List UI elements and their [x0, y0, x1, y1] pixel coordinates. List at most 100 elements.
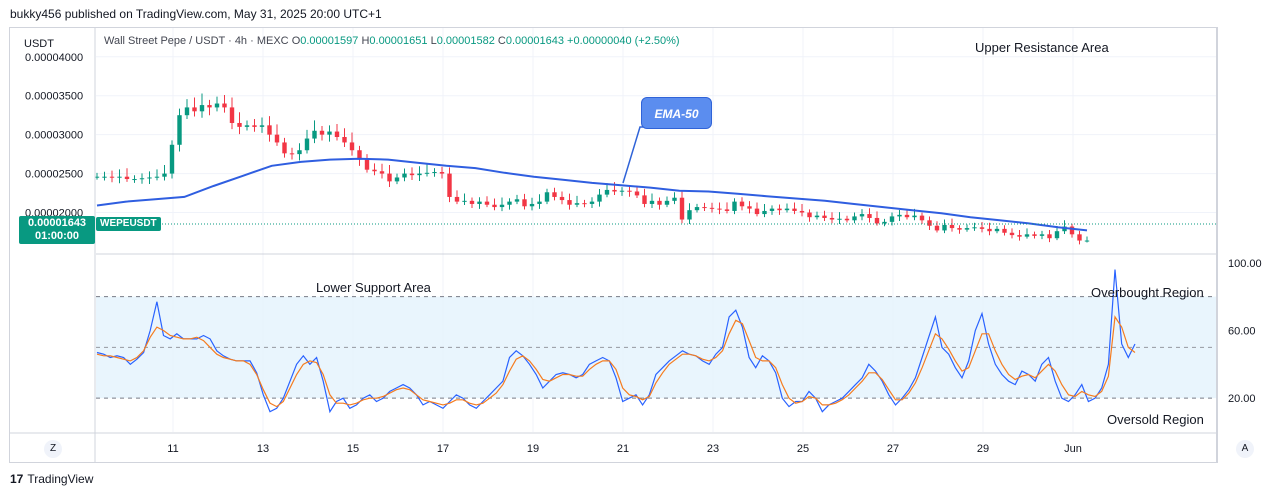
candle-body [102, 176, 107, 178]
candle-body [507, 201, 512, 205]
overbought-label: Overbought Region [1091, 285, 1204, 300]
candle-body [702, 207, 707, 209]
candle-body [739, 201, 745, 207]
candle-body [327, 131, 332, 135]
candle-body [124, 176, 130, 180]
candle-body [372, 169, 377, 172]
time-tick-label: 13 [257, 443, 269, 455]
candle-body [852, 216, 857, 221]
candle-body [514, 199, 520, 202]
candle-body [522, 199, 527, 207]
candle-body [192, 107, 197, 112]
candle-body [244, 125, 250, 127]
chart-frame [9, 27, 1217, 463]
legend-open-label: O [291, 35, 301, 47]
candle-body [529, 203, 535, 207]
candle-body [634, 191, 640, 196]
candle-body [274, 134, 280, 143]
candle-body [334, 131, 340, 137]
legend-open-value: 0.00001597 [300, 35, 359, 47]
candle-body [484, 201, 490, 205]
candle-body [289, 153, 295, 155]
candle-body [919, 215, 925, 221]
candle-body [544, 192, 550, 202]
candle-body [207, 105, 212, 108]
time-tick-label: 23 [707, 443, 719, 455]
candle-body [567, 200, 572, 205]
candlestick-series [94, 93, 1090, 245]
candle-body [184, 107, 190, 116]
price-axis-divider [1217, 27, 1218, 463]
ema-50-callout: EMA-50 [641, 97, 712, 129]
candle-body [1039, 234, 1045, 236]
candle-body [897, 214, 902, 217]
candle-body [304, 138, 310, 151]
candle-body [552, 192, 557, 197]
stoch-axis-ticks: 100.00 60.00 20.00 [1228, 258, 1262, 405]
candle-body [604, 189, 610, 195]
candle-body [379, 171, 385, 174]
candle-body [1084, 240, 1090, 242]
candle-body [439, 172, 445, 174]
candle-body [747, 206, 752, 209]
candle-body [319, 130, 325, 135]
candle-body [724, 209, 730, 211]
candle-body [229, 107, 235, 123]
auto-scale-button[interactable]: A [1236, 440, 1254, 458]
candle-body [492, 204, 497, 208]
lower-support-label: Lower Support Area [316, 280, 431, 295]
candle-body [582, 203, 587, 205]
stochastic-rsi-lines [96, 269, 1136, 414]
zoom-left-button[interactable]: Z [44, 440, 62, 458]
candle-body [642, 195, 647, 204]
candle-body [237, 122, 242, 127]
candle-body [994, 228, 1000, 232]
candle-body [162, 173, 167, 177]
candle-body [574, 203, 580, 205]
candle-body [627, 190, 632, 192]
candle-body [912, 215, 917, 218]
brand-name: TradingView [27, 472, 94, 486]
candle-body [169, 144, 175, 174]
time-tick-label: 15 [347, 443, 359, 455]
candle-body [537, 201, 542, 204]
candle-body [867, 214, 872, 218]
candle-body [822, 215, 827, 218]
candle-body [972, 227, 977, 229]
candle-body [409, 173, 415, 176]
candle-body [589, 201, 595, 204]
candle-body [1077, 234, 1082, 241]
legend-close-value: 0.00001643 [505, 35, 564, 47]
candle-body [154, 176, 160, 178]
candle-body [799, 210, 805, 213]
stoch-k-line [96, 269, 1136, 414]
candle-body [979, 227, 985, 229]
price-tick-label: 0.00003500 [25, 91, 83, 103]
candle-body [649, 200, 655, 204]
candle-body [499, 204, 505, 208]
time-tick-label: 11 [167, 443, 178, 455]
candle-body [252, 125, 257, 127]
time-tick-label: 21 [617, 443, 629, 455]
candle-body [199, 105, 205, 112]
candle-body [117, 176, 122, 178]
candle-body [364, 159, 370, 170]
candle-countdown: 01:00:00 [34, 230, 80, 242]
time-tick-label: 29 [977, 443, 989, 455]
legend-low-label: L [430, 35, 437, 47]
price-tick-label: 0.00002500 [25, 169, 83, 181]
candle-body [394, 177, 400, 182]
price-tick-label: 0.00003000 [25, 130, 83, 142]
candle-body [904, 214, 910, 218]
legend-high-label: H [361, 35, 370, 47]
candle-body [109, 176, 115, 178]
candle-body [282, 142, 287, 154]
candle-body [732, 201, 737, 211]
candle-body [1017, 235, 1022, 237]
candle-body [769, 208, 775, 211]
ema-50-path [96, 157, 1088, 232]
candle-body [469, 200, 475, 204]
candle-body [949, 224, 955, 229]
tradingview-brand: 17 TradingView [10, 472, 93, 486]
